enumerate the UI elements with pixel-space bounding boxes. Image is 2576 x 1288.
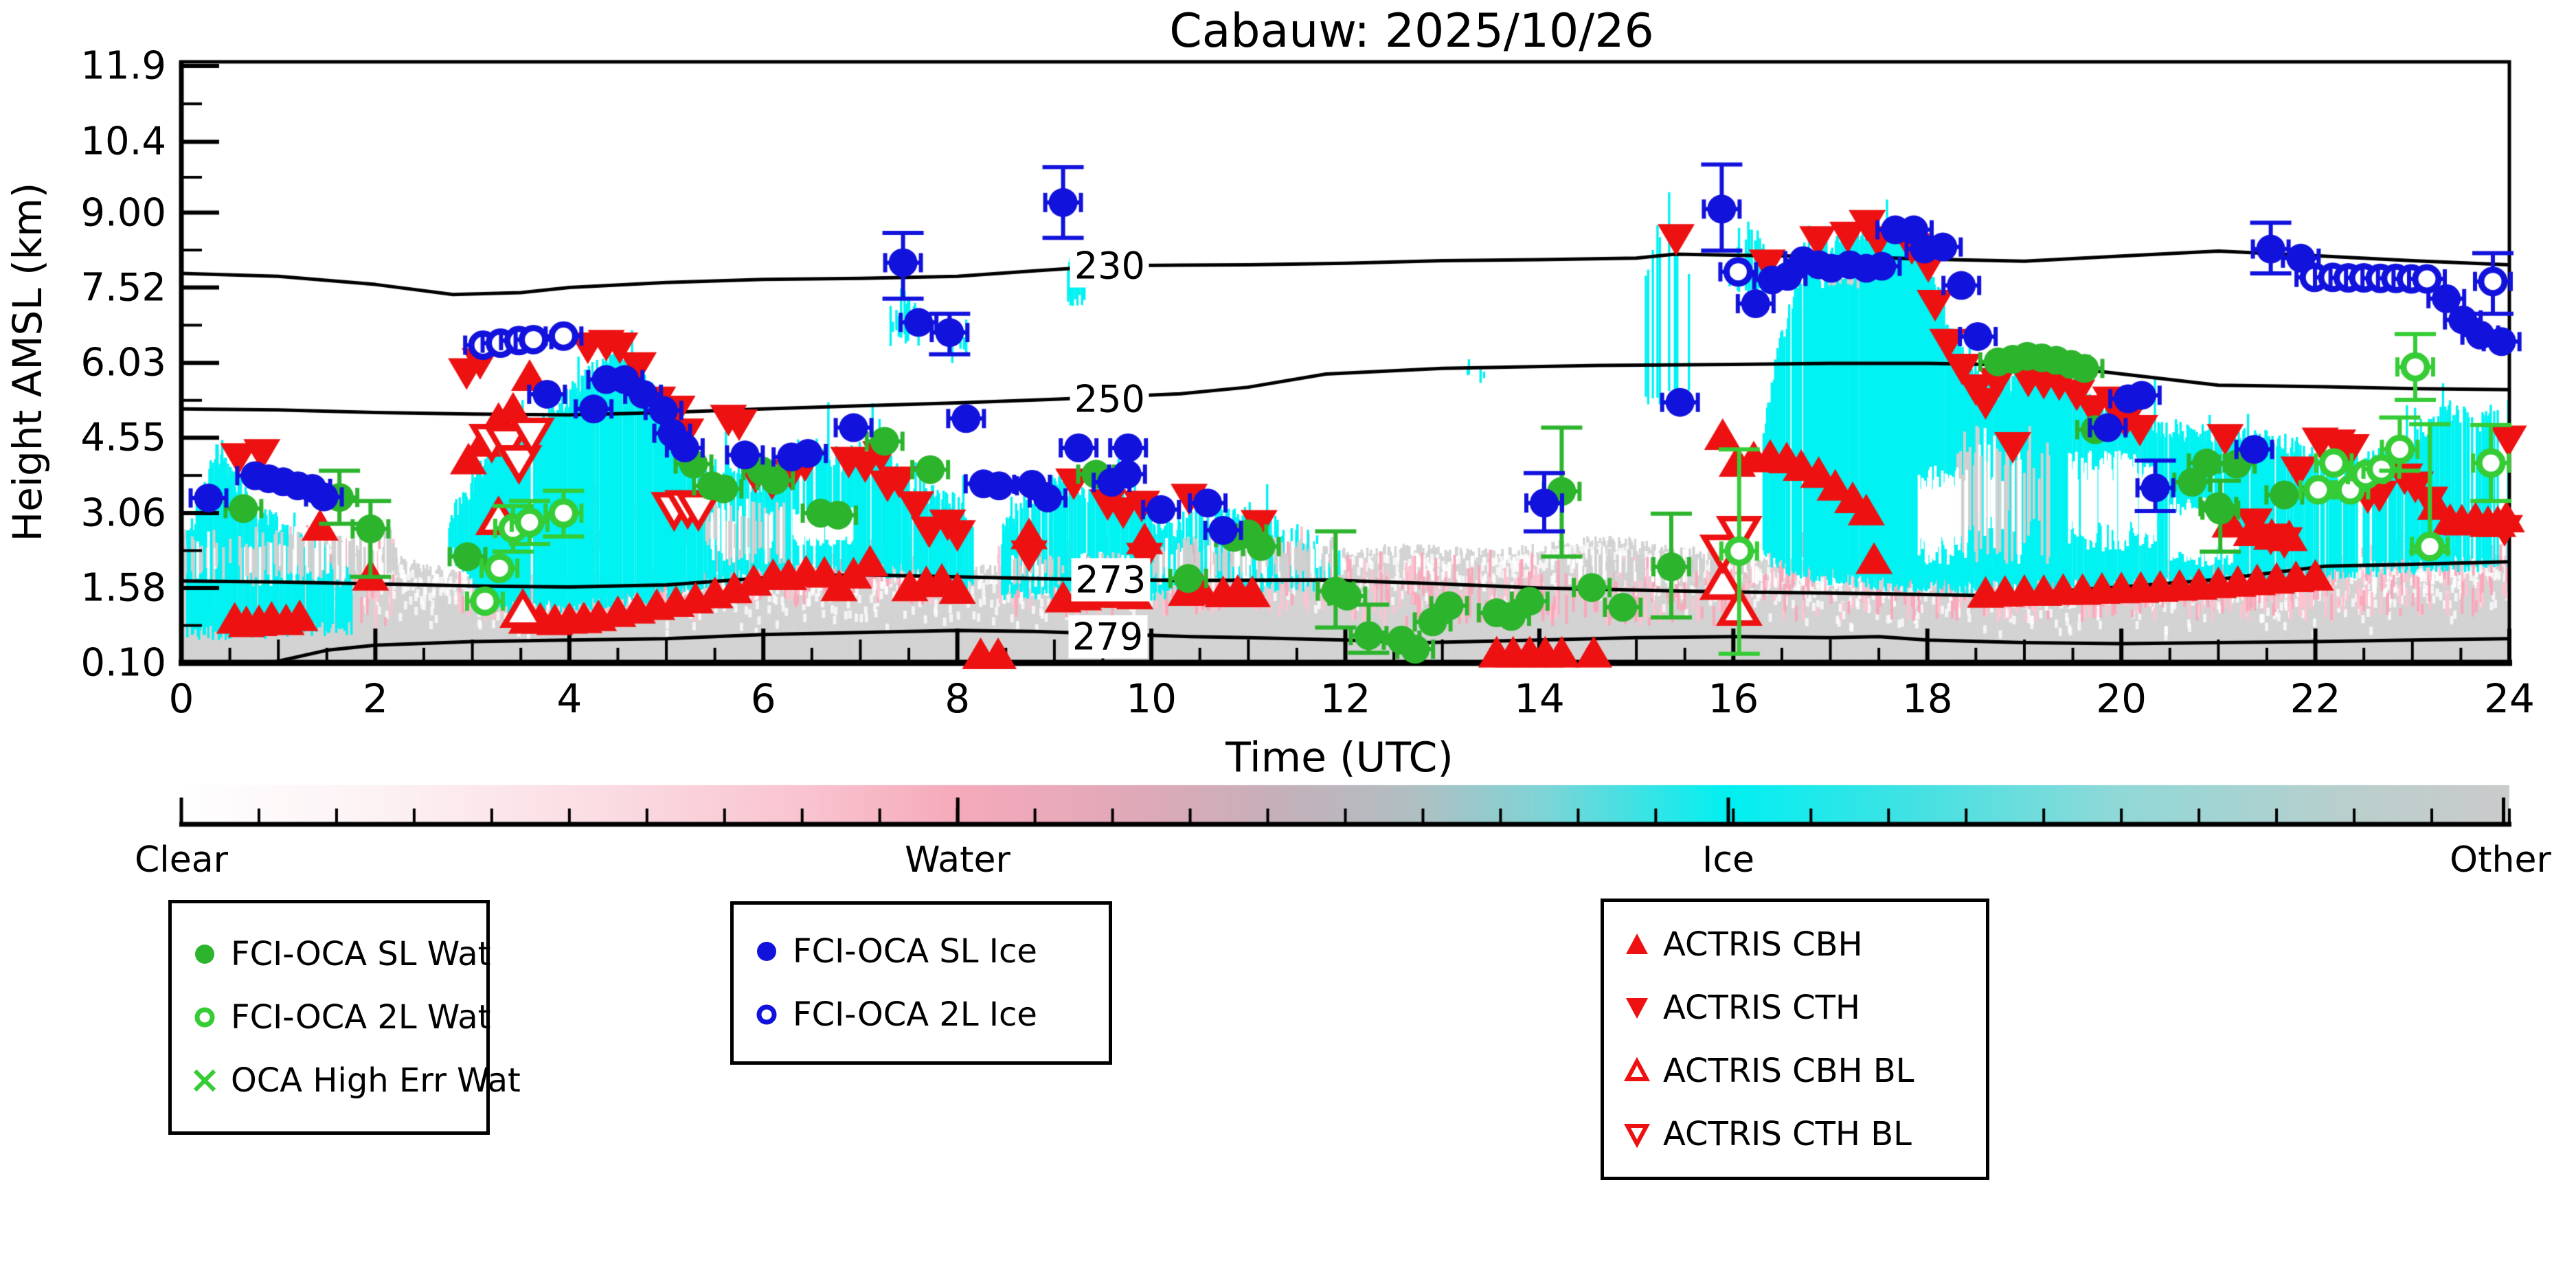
legend-water: FCI-OCA SL Wat FCI-OCA 2L Wat OCA High E… <box>168 900 521 1135</box>
x-tick-label: 24 <box>2484 675 2535 722</box>
filled-down-triangle-icon <box>1626 998 1648 1019</box>
legend-label: FCI-OCA SL Wat <box>231 935 491 973</box>
legend-label: FCI-OCA SL Ice <box>793 932 1037 971</box>
contour-label-250: 250 <box>1070 377 1149 421</box>
x-tick-label: 16 <box>1708 675 1759 722</box>
y-tick-label: 3.06 <box>80 490 166 536</box>
legend-item-cbh: ACTRIS CBH <box>1622 913 1968 976</box>
legend-item-cth: ACTRIS CTH <box>1622 976 1968 1039</box>
x-tick-label: 2 <box>362 675 388 722</box>
filled-up-triangle-icon <box>1626 934 1648 954</box>
contour-label-230: 230 <box>1070 244 1149 288</box>
legend-label: ACTRIS CTH <box>1663 988 1860 1027</box>
legend-item-cth-bl: ACTRIS CTH BL <box>1622 1103 1968 1166</box>
x-tick-label: 0 <box>168 675 194 722</box>
filled-circle-icon <box>757 942 776 961</box>
legend-label: OCA High Err Wat <box>231 1061 521 1100</box>
legend-item-cbh-bl: ACTRIS CBH BL <box>1622 1039 1968 1103</box>
legend-ice: FCI-OCA SL Ice FCI-OCA 2L Ice <box>730 901 1112 1065</box>
open-circle-icon <box>756 1004 777 1025</box>
y-tick-label: 10.4 <box>80 119 166 164</box>
legend-label: FCI-OCA 2L Wat <box>231 998 491 1037</box>
x-cross-icon <box>193 1069 216 1092</box>
legend-label: ACTRIS CBH <box>1663 925 1863 964</box>
y-tick-label: 9.00 <box>80 190 166 236</box>
x-tick-label: 22 <box>2290 675 2341 722</box>
x-tick-label: 18 <box>1901 675 1953 722</box>
x-tick-label: 8 <box>945 675 971 722</box>
open-down-triangle-icon <box>1623 1124 1651 1149</box>
y-tick-label: 6.03 <box>80 340 166 385</box>
y-tick-label: 11.9 <box>80 43 166 89</box>
legend-item-2l-wat: FCI-OCA 2L Wat <box>190 986 491 1049</box>
open-circle-icon <box>194 1007 215 1028</box>
x-tick-label: 14 <box>1514 675 1565 722</box>
legend-label: FCI-OCA 2L Ice <box>793 995 1037 1034</box>
y-tick-label: 0.10 <box>80 640 166 686</box>
x-axis-label: Time (UTC) <box>1225 734 1454 782</box>
y-tick-label: 4.55 <box>80 415 166 460</box>
x-tick-label: 10 <box>1126 675 1177 722</box>
y-tick-label: 1.58 <box>80 565 166 611</box>
x-tick-label: 20 <box>2096 675 2147 722</box>
filled-circle-icon <box>195 945 214 964</box>
x-tick-label: 4 <box>556 675 583 722</box>
legend-item-2l-ice: FCI-OCA 2L Ice <box>752 983 1091 1046</box>
colorbar-label-clear: Clear <box>135 839 228 881</box>
x-tick-label: 6 <box>750 675 776 722</box>
page-title: Cabauw: 2025/10/26 <box>1169 4 1654 58</box>
legend-item-sl-wat: FCI-OCA SL Wat <box>190 923 490 986</box>
y-axis-label: Height AMSL (km) <box>4 182 51 542</box>
legend-item-err-wat: OCA High Err Wat <box>190 1049 521 1112</box>
legend-item-sl-ice: FCI-OCA SL Ice <box>752 920 1091 983</box>
legend-label: ACTRIS CBH BL <box>1663 1052 1914 1090</box>
contour-label-279: 279 <box>1067 615 1148 659</box>
x-tick-label: 12 <box>1320 675 1371 722</box>
open-up-triangle-icon <box>1623 1057 1651 1081</box>
legend-label: ACTRIS CTH BL <box>1663 1115 1912 1153</box>
contour-label-273: 273 <box>1071 558 1151 602</box>
legend-actris: ACTRIS CBH ACTRIS CTH ACTRIS CBH BL ACTR… <box>1601 899 1989 1180</box>
colorbar-label-ice: Ice <box>1702 839 1754 881</box>
colorbar-label-other: Other <box>2450 839 2551 881</box>
y-tick-label: 7.52 <box>80 265 166 310</box>
colorbar-label-water: Water <box>905 839 1010 881</box>
